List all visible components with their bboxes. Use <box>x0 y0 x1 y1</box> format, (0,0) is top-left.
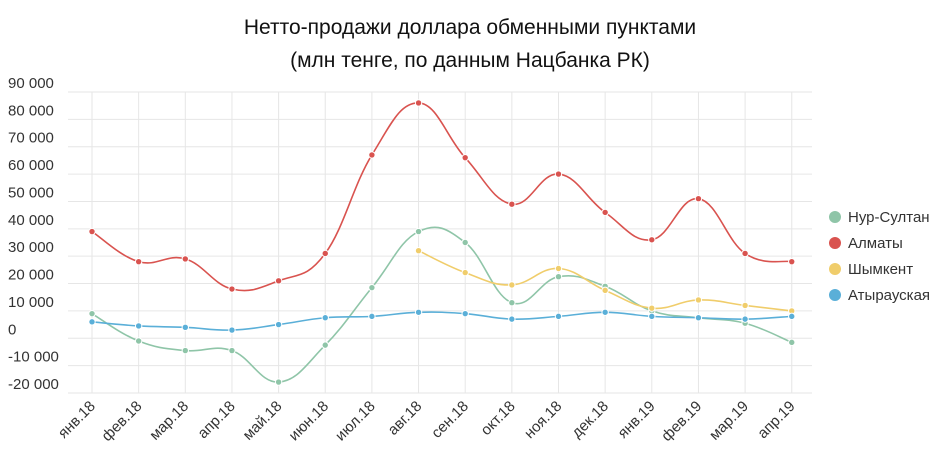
x-tick-label: авг.18 <box>384 398 425 439</box>
series-line-4 <box>91 311 792 331</box>
x-tick-label: апр.18 <box>194 398 238 442</box>
data-point <box>88 227 96 236</box>
x-axis: янв.18 фев.18 мар.18 апр.18 май.18 июн.18 июл.… <box>55 398 799 445</box>
legend-label: Нур-Султан <box>848 209 930 226</box>
y-axis: 90 000 80 000 70 000 60 000 50 000 40 000 30 0… <box>8 75 59 393</box>
data-point <box>461 238 469 247</box>
y-tick-label: 60 000 <box>8 157 54 174</box>
x-tick-label: май.18 <box>240 398 286 444</box>
data-point <box>741 315 749 323</box>
y-tick-label: 70 000 <box>8 130 54 147</box>
legend-marker <box>829 263 841 275</box>
legend-label: Шымкент <box>848 261 913 278</box>
x-tick-label: янв.19 <box>615 398 659 442</box>
x-tick-label: мар.18 <box>146 398 192 444</box>
y-tick-label: 90 000 <box>8 75 54 92</box>
data-point <box>461 153 469 162</box>
x-tick-label: июн.18 <box>286 398 333 445</box>
x-tick-label: апр.19 <box>754 398 798 442</box>
legend-marker <box>829 211 841 223</box>
series-lines <box>88 99 796 386</box>
data-point <box>274 320 283 329</box>
data-point <box>648 236 656 244</box>
data-point <box>368 151 376 159</box>
legend: Нур-Султан Алматы Шымкент Атырауская <box>829 209 930 304</box>
data-point <box>321 314 329 322</box>
x-tick-label: дек.18 <box>568 398 611 441</box>
data-point <box>788 257 796 266</box>
data-point <box>414 247 423 255</box>
data-point <box>321 341 329 349</box>
data-point <box>788 338 796 347</box>
data-point <box>694 314 703 322</box>
series-line-1 <box>91 226 793 383</box>
data-point <box>228 346 236 355</box>
y-tick-label: 10 000 <box>8 294 54 311</box>
data-point <box>648 304 656 312</box>
data-point <box>88 318 96 326</box>
data-point <box>321 249 329 258</box>
series-line-2 <box>91 102 792 292</box>
y-tick-label: 20 000 <box>8 267 54 284</box>
data-point <box>274 277 283 285</box>
data-point <box>554 273 563 281</box>
x-tick-label: ноя.18 <box>521 398 565 442</box>
data-point <box>228 285 236 293</box>
y-tick-label: 40 000 <box>8 212 54 229</box>
data-point <box>274 378 283 386</box>
x-tick-label: июл.18 <box>332 398 379 445</box>
data-point <box>134 337 143 345</box>
data-point <box>554 312 563 321</box>
data-point <box>694 195 703 203</box>
legend-label: Атырауская <box>848 287 930 304</box>
data-point <box>181 346 190 355</box>
y-tick-label: 0 <box>8 321 16 338</box>
y-tick-label: 50 000 <box>8 184 54 201</box>
data-point <box>228 326 236 334</box>
data-point <box>508 281 516 289</box>
data-point <box>508 200 516 208</box>
chart-title-line-2: (млн тенге, по данным Нацбанка РК) <box>290 49 650 72</box>
data-point <box>508 299 516 307</box>
data-point <box>508 315 516 323</box>
data-point <box>134 322 143 330</box>
data-point <box>414 308 423 316</box>
legend-label: Алматы <box>848 235 903 252</box>
x-tick-label: янв.18 <box>55 398 99 442</box>
data-point <box>788 312 796 321</box>
y-tick-label: 30 000 <box>8 239 54 256</box>
data-point <box>554 170 563 178</box>
data-point <box>181 255 190 263</box>
data-point <box>601 208 609 217</box>
x-tick-label: фев.18 <box>98 398 145 445</box>
data-point <box>88 309 96 318</box>
data-point <box>648 312 656 321</box>
data-point <box>554 264 563 273</box>
data-point <box>368 312 376 321</box>
data-point <box>461 268 469 277</box>
x-tick-label: мар.19 <box>706 398 752 444</box>
x-tick-label: фев.19 <box>658 398 705 445</box>
data-point <box>694 296 703 304</box>
data-point <box>414 227 423 236</box>
data-point <box>741 249 749 258</box>
y-tick-label: -20 000 <box>8 376 59 393</box>
chart-title-line-1: Нетто-продажи доллара обменными пунктами <box>244 16 696 39</box>
data-point <box>368 283 376 292</box>
data-point <box>601 286 609 295</box>
legend-marker <box>829 289 841 301</box>
legend-marker <box>829 237 841 249</box>
data-point <box>461 309 469 318</box>
grid <box>68 91 812 394</box>
y-tick-label: -10 000 <box>8 349 59 366</box>
x-tick-label: окт.18 <box>478 398 519 439</box>
y-tick-label: 80 000 <box>8 102 54 119</box>
data-point <box>601 308 609 316</box>
x-tick-label: сен.18 <box>428 398 472 442</box>
data-point <box>181 323 190 332</box>
data-point <box>741 301 749 310</box>
data-point <box>414 99 423 107</box>
data-point <box>134 257 143 266</box>
